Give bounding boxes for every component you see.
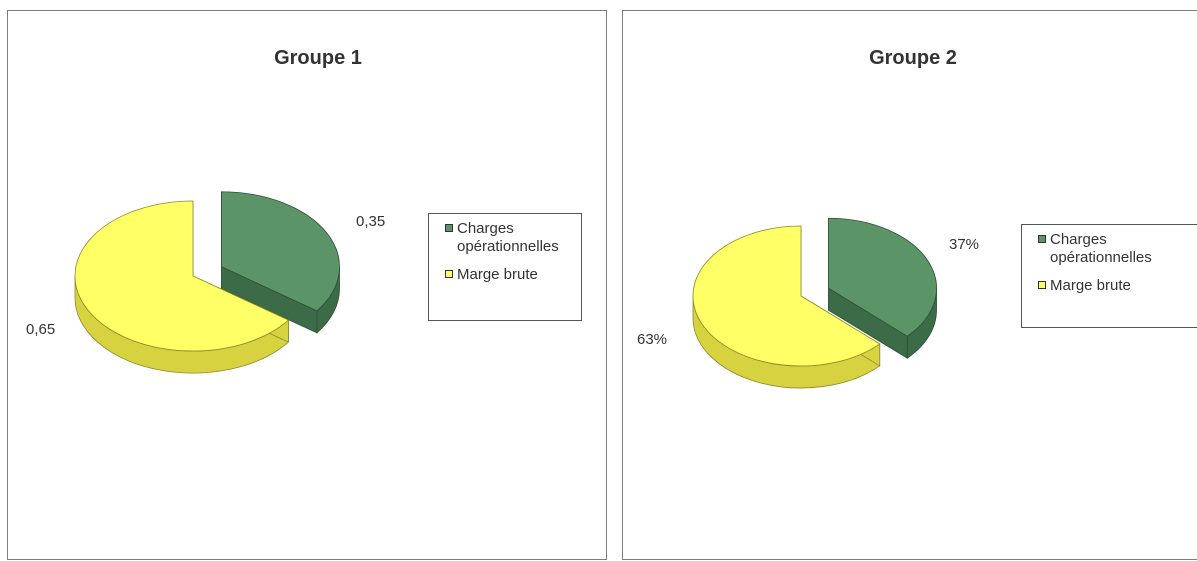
legend-label-charges: Charges opérationnelles — [1050, 231, 1152, 266]
pie-slice-marge — [74, 200, 290, 352]
legend-item-charges: Charges opérationnelles — [1038, 231, 1192, 267]
legend-swatch-charges — [1038, 235, 1046, 243]
data-label-charges: 37% — [949, 236, 979, 253]
pie-slices — [74, 191, 340, 374]
data-label-marge: 63% — [637, 331, 667, 348]
legend-swatch-marge — [445, 270, 453, 278]
chart-legend: Charges opérationnelles Marge brute — [1021, 224, 1197, 328]
legend-label-marge: Marge brute — [1050, 277, 1131, 294]
pie-slice-charges — [828, 217, 937, 337]
pie-slices — [692, 217, 937, 389]
pie-chart-svg-groupe-1: Groupe 1 0,35 0,65 — [26, 47, 385, 374]
data-label-marge: 0,65 — [26, 321, 55, 338]
legend-item-marge: Marge brute — [445, 266, 573, 284]
pie-slice-charges — [221, 191, 340, 312]
legend-item-marge: Marge brute — [1038, 277, 1192, 295]
pie-slice-marge — [692, 225, 881, 367]
legend-item-charges: Charges opérationnelles — [445, 220, 573, 256]
chart-title: Groupe 1 — [274, 47, 362, 69]
legend-label-marge: Marge brute — [457, 266, 538, 283]
pie-chart-svg-groupe-2: Groupe 2 37% 63% — [637, 47, 979, 389]
chart-panel-groupe-2: Groupe 2 37% 63% Charges opérationnelles… — [622, 10, 1197, 560]
chart-title: Groupe 2 — [869, 47, 957, 69]
legend-swatch-marge — [1038, 281, 1046, 289]
data-label-charges: 0,35 — [356, 213, 385, 230]
legend-swatch-charges — [445, 224, 453, 232]
legend-label-charges: Charges opérationnelles — [457, 220, 559, 255]
chart-legend: Charges opérationnelles Marge brute — [428, 213, 582, 321]
chart-panel-groupe-1: Groupe 1 0,35 0,65 Charges opérationnell… — [7, 10, 607, 560]
